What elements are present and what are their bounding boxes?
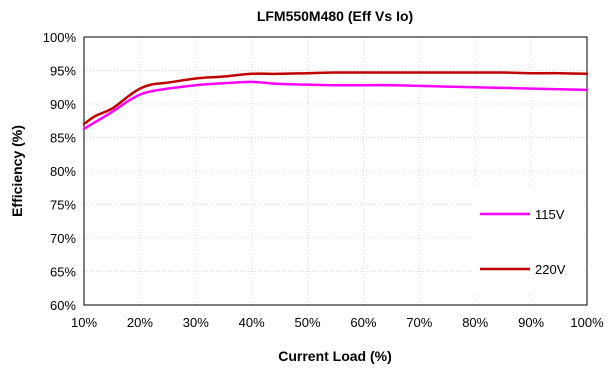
series-lines (82, 71, 589, 131)
y-tick-label: 70% (50, 231, 76, 246)
chart-title: LFM550M480 (Eff Vs Io) (257, 8, 413, 24)
x-axis-ticks: 10% 20% 30% 40% 50% 60% 70% 80% 90% 100% (71, 315, 604, 330)
x-tick-label: 90% (518, 315, 544, 330)
series-line-220V (82, 71, 589, 126)
x-tick-label: 50% (295, 315, 321, 330)
y-tick-label: 85% (50, 131, 76, 146)
x-tick-label: 30% (183, 315, 209, 330)
y-tick-label: 95% (50, 64, 76, 79)
legend-label-220V: 220V (535, 262, 566, 277)
x-tick-label: 70% (406, 315, 432, 330)
legend-box (472, 185, 584, 295)
y-tick-label: 60% (50, 298, 76, 313)
y-tick-label: 75% (50, 198, 76, 213)
x-tick-label: 60% (350, 315, 376, 330)
plot-area (83, 36, 588, 306)
y-tick-label: 90% (50, 97, 76, 112)
y-tick-label: 100% (43, 30, 77, 45)
y-tick-label: 65% (50, 265, 76, 280)
x-tick-label: 100% (570, 315, 604, 330)
y-axis-ticks: 60% 65% 70% 75% 80% 85% 90% 95% 100% (43, 30, 77, 313)
legend: 115V 220V (472, 185, 584, 295)
x-tick-label: 20% (127, 315, 153, 330)
x-tick-label: 10% (71, 315, 97, 330)
x-tick-label: 80% (462, 315, 488, 330)
y-axis-title: Efficiency (%) (9, 125, 25, 217)
x-tick-label: 40% (239, 315, 265, 330)
series-line-115V (82, 80, 589, 131)
x-axis-title: Current Load (%) (278, 348, 392, 364)
legend-label-115V: 115V (535, 207, 565, 222)
y-tick-label: 80% (50, 164, 76, 179)
